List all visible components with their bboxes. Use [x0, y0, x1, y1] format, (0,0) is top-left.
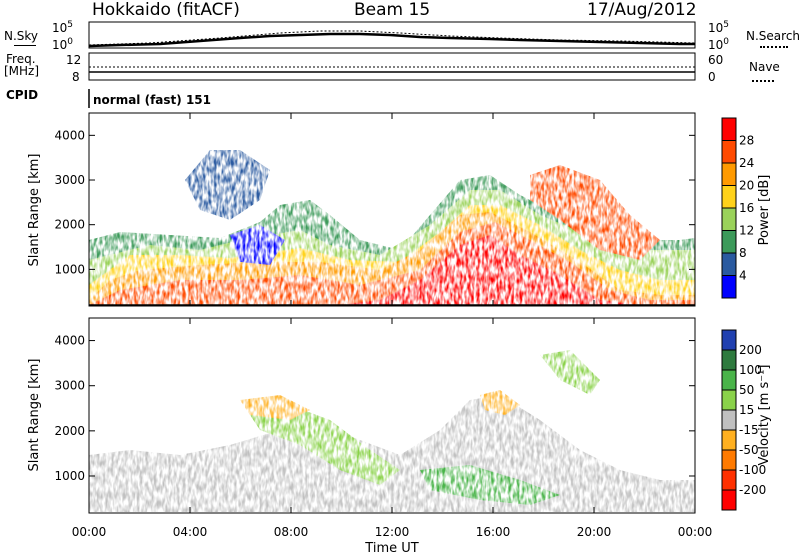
nsearch-line [760, 46, 788, 48]
velocity-cbar-label-3: 15 [739, 403, 754, 417]
x-tick-label-4: 16:00 [476, 525, 511, 539]
power-cbar-swatch-2 [722, 163, 736, 186]
velocity-cbar-label-2: 50 [739, 383, 754, 397]
power-colorbar: 28 24 20 16 12 8 4 [721, 117, 754, 299]
x-axis: 00:00 04:00 08:00 12:00 16:00 20:00 00:00 [72, 113, 713, 539]
velocity-cbar-swatch-7 [722, 470, 736, 491]
power-ytick-label-2: 3000 [54, 173, 85, 187]
x-tick-label-3: 12:00 [375, 525, 410, 539]
freq-unit-label: [MHz] [4, 64, 40, 78]
velocity-cbar-swatch-1 [722, 350, 736, 371]
freq-panel [88, 52, 696, 81]
power-cbar-label-6: 4 [739, 269, 747, 283]
x-tick-label-2: 08:00 [274, 525, 309, 539]
power-ytick-label-1: 2000 [54, 218, 85, 232]
velocity-cbar-swatch-6 [722, 450, 736, 471]
power-cbar-swatch-3 [722, 185, 736, 209]
power-cbar-label-2: 20 [739, 179, 754, 193]
velocity-cbar-swatch-3 [722, 390, 736, 411]
nsky-label: N.Sky [4, 29, 39, 43]
beam-title: Beam 15 [354, 0, 431, 20]
velocity-cbar-label-1: 100 [739, 363, 762, 377]
power-cbar-label-4: 12 [739, 224, 754, 238]
nsky-line [14, 45, 36, 46]
velocity-y-axis-title: Slant Range [km] [27, 359, 42, 472]
power-cbar-label-1: 24 [739, 156, 754, 170]
power-y-axis-title: Slant Range [km] [27, 154, 42, 267]
power-cbar-swatch-0 [722, 118, 736, 141]
power-cbar-swatch-1 [722, 140, 736, 164]
velocity-colorbar: 200 100 50 15 -15 -50 -100 -200 [721, 329, 766, 511]
station-title: Hokkaido (fitACF) [92, 0, 240, 20]
cpid-value: normal (fast) 151 [93, 93, 211, 107]
velocity-heatmap [89, 350, 695, 512]
power-cbar-label-5: 8 [739, 246, 747, 260]
velocity-cbar-swatch-8 [722, 490, 736, 511]
velocity-ytick-label-1: 2000 [54, 424, 85, 438]
freq-tick-high: 12 [66, 53, 82, 67]
x-tick-label-0: 00:00 [72, 525, 107, 539]
power-ytick-label-3: 4000 [54, 128, 85, 142]
velocity-cbar-label-0: 200 [739, 343, 762, 357]
power-cbar-swatch-6 [722, 253, 736, 276]
power-heatmap [89, 150, 695, 305]
nsearch-tick-high: 105 [708, 20, 730, 35]
power-cbar-swatch-5 [722, 230, 736, 254]
nave-tick-low: 0 [708, 70, 716, 84]
velocity-cbar-frame [721, 329, 737, 511]
power-colorbar-title: Power [dB] [757, 175, 772, 246]
nsky-trace [88, 32, 695, 48]
velocity-ytick-label-2: 3000 [54, 379, 85, 393]
power-cbar-label-3: 16 [739, 201, 754, 215]
freq-label: Freq. [6, 52, 36, 66]
velocity-cbar-label-7: -200 [739, 483, 766, 497]
x-tick-label-5: 20:00 [577, 525, 612, 539]
nave-label: Nave [749, 60, 780, 74]
nsearch-label: N.Search [746, 29, 800, 43]
velocity-cbar-label-6: -100 [739, 463, 766, 477]
velocity-axis: 1000 2000 3000 4000 [54, 334, 695, 483]
power-axis: 1000 2000 3000 4000 [54, 128, 695, 276]
power-ytick-label-0: 1000 [54, 262, 85, 276]
nsearch-tick-low: 100 [708, 37, 730, 52]
power-cbar-swatch-4 [722, 208, 736, 231]
x-tick-label-1: 04:00 [173, 525, 208, 539]
velocity-cbar-label-4: -15 [739, 423, 759, 437]
power-cbar-swatch-7 [722, 275, 736, 299]
velocity-cbar-swatch-2 [722, 370, 736, 391]
date-title: 17/Aug/2012 [587, 0, 697, 20]
nsky-tick-high: 105 [52, 20, 74, 35]
power-cbar-label-0: 28 [739, 134, 754, 148]
cpid-label: CPID [6, 88, 39, 102]
velocity-ytick-label-3: 4000 [54, 334, 85, 348]
nsky-tick-low: 100 [52, 37, 74, 52]
nave-tick-high: 60 [708, 53, 724, 67]
velocity-ytick-label-0: 1000 [54, 469, 85, 483]
nsearch-trace [88, 30, 696, 46]
velocity-cbar-swatch-5 [722, 430, 736, 451]
velocity-cbar-label-5: -50 [739, 443, 759, 457]
velocity-cbar-swatch-4 [722, 410, 736, 431]
x-axis-title: Time UT [364, 541, 418, 554]
velocity-colorbar-title: Velocity [m s⁻¹] [757, 365, 772, 466]
velocity-cbar-swatch-0 [722, 330, 736, 351]
freq-tick-low: 8 [72, 70, 80, 84]
x-tick-label-6: 00:00 [678, 525, 713, 539]
nave-line [752, 80, 774, 82]
counts-panel [88, 21, 696, 49]
